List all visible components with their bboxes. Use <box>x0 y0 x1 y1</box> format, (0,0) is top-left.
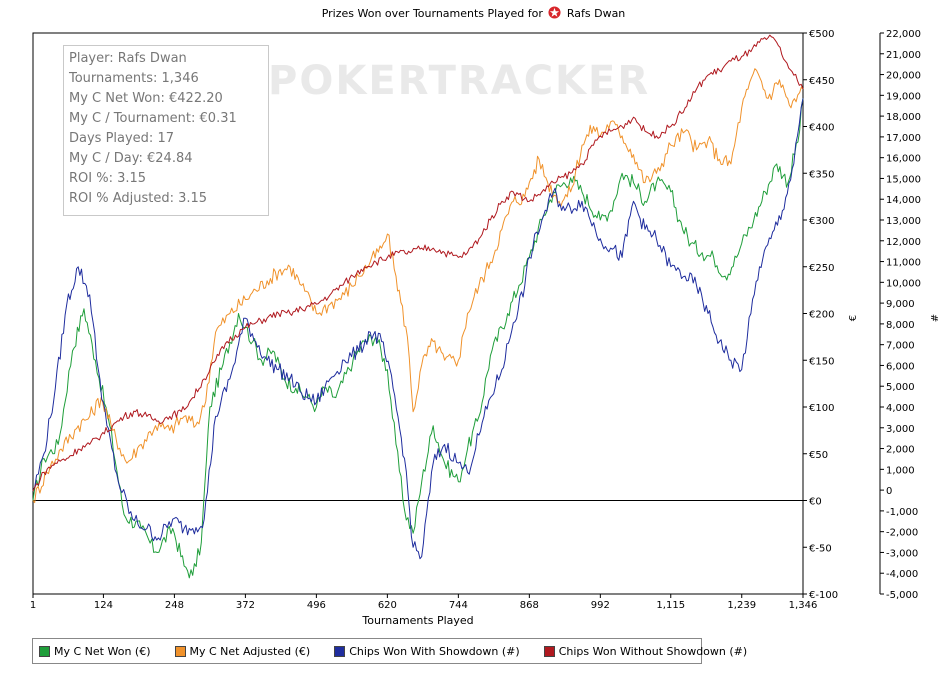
legend-item-without-showdown[interactable]: Chips Won Without Showdown (#) <box>543 644 748 658</box>
y-right-tick-label: 4,000 <box>886 403 915 414</box>
y-left-tick-label: €-100 <box>809 590 838 601</box>
y-left-tick-label: €0 <box>809 497 822 508</box>
stat-days-played: Days Played: 17 <box>69 131 174 146</box>
x-tick-label: 1,346 <box>789 600 818 611</box>
y-left-tick-label: €400 <box>809 123 834 134</box>
stat-player: Player: Rafs Dwan <box>69 51 187 66</box>
y-right-tick-label: 13,000 <box>886 216 921 227</box>
y-right-tick-label: -5,000 <box>886 590 918 601</box>
y-left-tick-label: €250 <box>809 263 834 274</box>
x-axis-title: Tournaments Played <box>362 614 474 627</box>
y-right-tick-label: 0 <box>886 486 892 497</box>
legend-label: My C Net Adjusted (€) <box>189 644 311 658</box>
y-right-tick-label: 3,000 <box>886 424 915 435</box>
y-left-tick-label: €350 <box>809 169 834 180</box>
y-left-tick-label: €500 <box>809 29 834 40</box>
legend-swatch <box>543 645 555 657</box>
x-tick-label: 496 <box>307 600 326 611</box>
y-right-tick-label: 21,000 <box>886 50 921 61</box>
x-tick-label: 1,239 <box>727 600 756 611</box>
y-right-tick-label: 10,000 <box>886 278 921 289</box>
y-right-tick-label: 12,000 <box>886 237 921 248</box>
series-line-2 <box>32 68 804 504</box>
y-right-tick-label: 15,000 <box>886 174 921 185</box>
chart-title: Prizes Won over Tournaments Played for R… <box>0 6 947 20</box>
legend-item-net-adjusted[interactable]: My C Net Adjusted (€) <box>174 644 311 658</box>
series-line-3 <box>32 98 804 560</box>
y-right-axis-title: # <box>930 314 941 322</box>
legend-label: Chips Won With Showdown (#) <box>349 644 520 658</box>
pokertracker-watermark: POKERTRACKER <box>268 58 651 104</box>
y-left-tick-label: €100 <box>809 403 834 414</box>
chart-legend: My C Net Won (€) My C Net Adjusted (€) C… <box>32 638 747 664</box>
y-right-tick-label: 6,000 <box>886 361 915 372</box>
y-right-tick-label: -4,000 <box>886 569 918 580</box>
stat-roi-adjusted: ROI % Adjusted: 3.15 <box>69 191 208 206</box>
stat-net-won: My C Net Won: €422.20 <box>69 91 223 106</box>
x-tick-label: 1 <box>30 600 36 611</box>
y-left-tick-label: €50 <box>809 450 828 461</box>
y-right-tick-label: 8,000 <box>886 320 915 331</box>
chart-title-prefix: Prizes Won over Tournaments Played for <box>321 7 543 20</box>
x-tick-label: 1,115 <box>656 600 685 611</box>
y-right-tick-label: 7,000 <box>886 341 915 352</box>
y-right-tick-label: 11,000 <box>886 258 921 269</box>
y-right-tick-label: 2,000 <box>886 445 915 456</box>
legend-swatch <box>39 645 50 657</box>
y-left-tick-label: €-50 <box>809 543 832 554</box>
pokerstars-icon <box>548 6 561 19</box>
y-right-tick-label: 5,000 <box>886 382 915 393</box>
y-right-tick-label: -1,000 <box>886 507 918 518</box>
y-left-tick-label: €300 <box>809 216 834 227</box>
x-tick-label: 992 <box>591 600 610 611</box>
x-tick-label: 868 <box>520 600 539 611</box>
legend-label: My C Net Won (€) <box>54 644 151 658</box>
series-line-4 <box>32 34 804 492</box>
stat-per-day: My C / Day: €24.84 <box>69 151 193 166</box>
y-right-tick-label: 9,000 <box>886 299 915 310</box>
y-right-tick-label: 22,000 <box>886 29 921 40</box>
x-tick-label: 620 <box>378 600 397 611</box>
chart-title-player: Rafs Dwan <box>566 7 626 20</box>
legend-swatch <box>334 645 346 657</box>
legend-item-with-showdown[interactable]: Chips Won With Showdown (#) <box>334 644 520 658</box>
y-right-tick-label: 14,000 <box>886 195 921 206</box>
y-right-tick-label: -3,000 <box>886 548 918 559</box>
x-tick-label: 124 <box>94 600 113 611</box>
y-left-tick-label: €150 <box>809 356 834 367</box>
x-tick-label: 248 <box>165 600 184 611</box>
legend-label: Chips Won Without Showdown (#) <box>558 644 748 658</box>
stat-roi: ROI %: 3.15 <box>69 171 147 186</box>
stat-per-tournament: My C / Tournament: €0.31 <box>69 111 237 126</box>
stat-tournaments: Tournaments: 1,346 <box>69 71 199 86</box>
y-right-tick-label: 19,000 <box>886 91 921 102</box>
y-right-tick-label: 16,000 <box>886 154 921 165</box>
x-tick-label: 744 <box>449 600 468 611</box>
x-tick-label: 372 <box>236 600 255 611</box>
y-right-tick-label: 1,000 <box>886 465 915 476</box>
y-right-tick-label: 17,000 <box>886 133 921 144</box>
legend-swatch <box>174 645 186 657</box>
stats-box: Player: Rafs Dwan Tournaments: 1,346 My … <box>63 45 269 216</box>
y-right-tick-label: -2,000 <box>886 528 918 539</box>
y-right-tick-label: 20,000 <box>886 71 921 82</box>
y-left-tick-label: €450 <box>809 76 834 87</box>
y-right-tick-label: 18,000 <box>886 112 921 123</box>
y-left-axis-title: € <box>848 315 859 321</box>
legend-item-net-won[interactable]: My C Net Won (€) <box>39 645 151 658</box>
y-left-tick-label: €200 <box>809 310 834 321</box>
series-line-1 <box>32 98 804 579</box>
